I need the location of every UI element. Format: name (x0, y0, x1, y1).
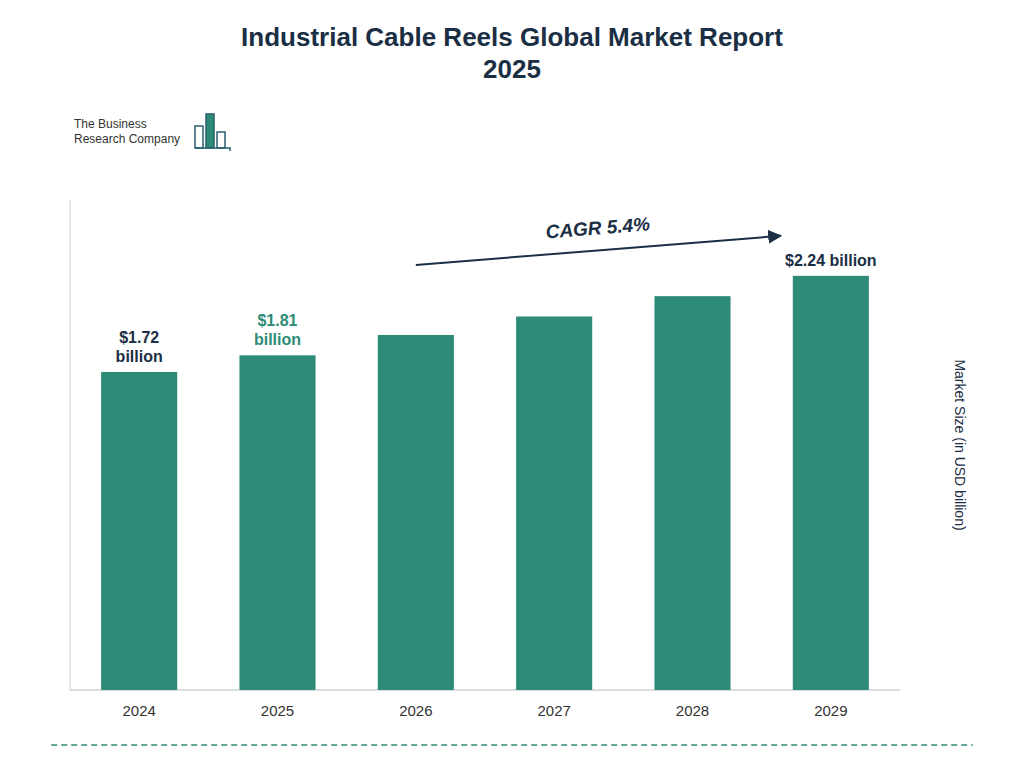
logo-icon (195, 114, 230, 151)
text-line: Research Company (74, 132, 180, 146)
bar-annotation: $1.72 billion (116, 329, 163, 365)
x-tick-label: 2027 (537, 702, 570, 719)
text-line: $2.24 billion (785, 252, 877, 269)
text-line: $1.72 (119, 329, 159, 346)
logo-bar (217, 132, 225, 148)
y-axis-label: Market Size (in USD billion) (952, 359, 968, 530)
text-line: The Business (74, 117, 147, 131)
logo-bar (206, 114, 214, 148)
cagr-label: CAGR 5.4% (545, 213, 651, 242)
bar (239, 355, 315, 690)
y-axis-line (70, 200, 71, 690)
chart-svg: Industrial Cable Reels Global Market Rep… (0, 0, 1024, 768)
bars (101, 276, 869, 690)
text-line: 2025 (483, 54, 541, 84)
chart-container: Industrial Cable Reels Global Market Rep… (0, 0, 1024, 768)
x-tick-label: 2024 (122, 702, 155, 719)
text-line: billion (116, 348, 163, 365)
bar (378, 335, 454, 690)
bar (793, 276, 869, 690)
x-tick-label: 2028 (676, 702, 709, 719)
x-axis-line (70, 690, 900, 691)
bar-annotation: $2.24 billion (785, 252, 877, 269)
logo-text: The BusinessResearch Company (74, 117, 180, 146)
text-line: Industrial Cable Reels Global Market Rep… (241, 22, 783, 52)
bottom-border (51, 744, 973, 746)
bar-annotation: $1.81 billion (254, 312, 301, 348)
bar (516, 316, 592, 690)
cagr-arrow (416, 236, 781, 265)
text-line: $1.81 (257, 312, 297, 329)
background (0, 0, 1024, 768)
bar (654, 296, 730, 690)
bar (101, 372, 177, 690)
x-tick-label: 2029 (814, 702, 847, 719)
text-line: billion (254, 331, 301, 348)
title: Industrial Cable Reels Global Market Rep… (241, 22, 783, 84)
logo-bar (195, 126, 203, 148)
x-tick-label: 2026 (399, 702, 432, 719)
logo-baseline (195, 148, 230, 151)
x-tick-label: 2025 (261, 702, 294, 719)
